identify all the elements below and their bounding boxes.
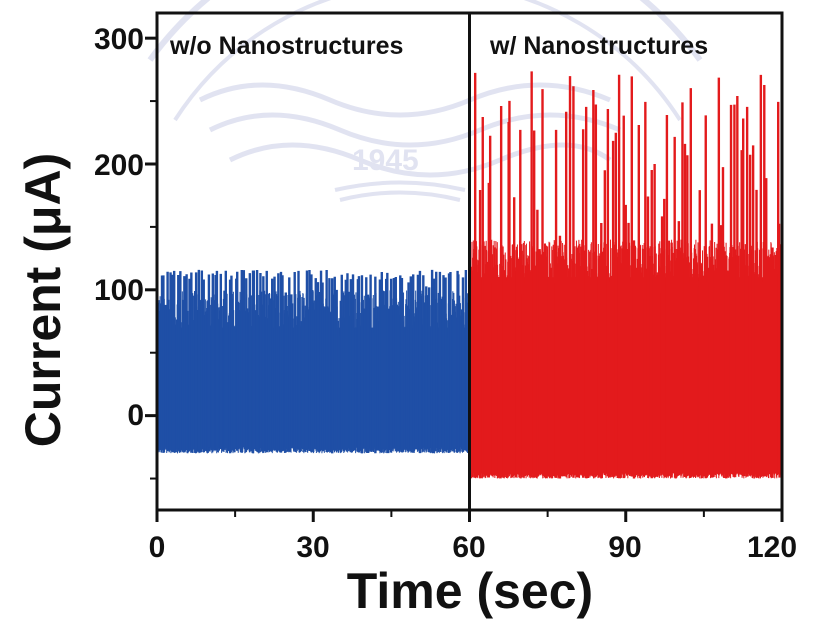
y-tick-label-2: 200 — [94, 149, 144, 182]
series-1 — [469, 71, 783, 479]
watermark-seal: 1945 — [147, 0, 703, 202]
y-axis-title: Current (μA) — [15, 153, 71, 447]
x-tick-label-2: 60 — [452, 531, 485, 564]
x-tick-label-3: 90 — [608, 531, 641, 564]
x-tick-label-0: 0 — [149, 531, 166, 564]
panel-label-with: w/ Nanostructures — [489, 32, 708, 60]
axis-ticks — [145, 36, 784, 522]
x-tick-label-4: 120 — [747, 531, 797, 564]
y-tick-label-0: 0 — [127, 399, 144, 432]
data-layer — [156, 71, 783, 479]
y-tick-label-3: 300 — [94, 23, 144, 56]
x-tick-label-1: 30 — [296, 531, 329, 564]
watermark-year: 1945 — [352, 144, 419, 177]
panel-label-without: w/o Nanostructures — [169, 32, 403, 60]
x-axis-title: Time (sec) — [347, 563, 593, 619]
series-0 — [156, 269, 470, 454]
y-tick-label-1: 100 — [94, 274, 144, 307]
